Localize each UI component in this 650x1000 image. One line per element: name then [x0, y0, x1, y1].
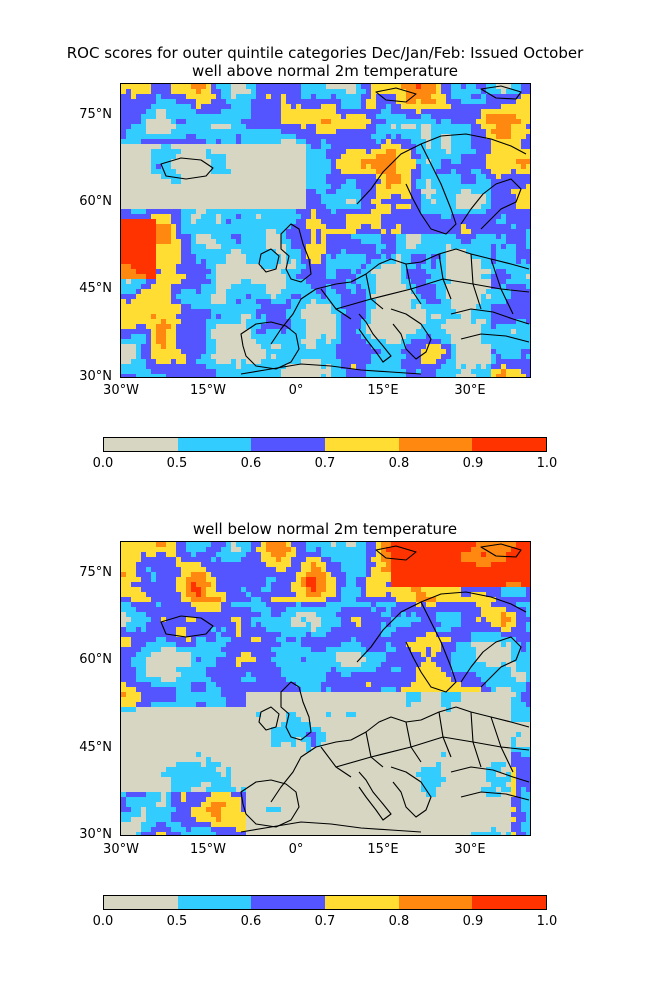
- colorbar-seg: [325, 896, 399, 909]
- lon-tick-15e: 15°E: [367, 383, 399, 398]
- lat-tick-45n: 45°N: [79, 281, 112, 296]
- lat-tick-30n: 30°N: [79, 369, 112, 384]
- panel-1-subtitle: well above normal 2m temperature: [192, 62, 458, 80]
- colorbar-1: [103, 437, 547, 452]
- colorbar-seg: [177, 896, 252, 909]
- lon-tick-15w: 15°W: [190, 383, 226, 398]
- colorbar-seg: [398, 438, 473, 451]
- colorbar-tick: 1.0: [536, 456, 558, 471]
- lon-tick-30e: 30°E: [454, 383, 486, 398]
- colorbar-seg: [472, 438, 547, 451]
- colorbar-seg: [251, 896, 326, 909]
- lat-tick-45n: 45°N: [79, 740, 112, 755]
- lon-tick-30e: 30°E: [454, 842, 486, 857]
- lat-tick-75n: 75°N: [79, 107, 112, 122]
- colorbar-seg: [398, 896, 473, 909]
- lon-tick-30w: 30°W: [103, 842, 139, 857]
- colorbar-tick: 1.0: [536, 914, 558, 929]
- page-title: ROC scores for outer quintile categories…: [66, 44, 584, 62]
- lon-tick-0: 0°: [288, 383, 304, 398]
- colorbar-tick: 0.8: [388, 914, 410, 929]
- lat-tick-60n: 60°N: [79, 652, 112, 667]
- colorbar-tick: 0.6: [240, 914, 262, 929]
- roc-map-below: [121, 542, 530, 835]
- colorbar-tick: 0.0: [92, 456, 114, 471]
- colorbar-seg: [177, 438, 252, 451]
- map-panel-above-normal: [120, 83, 531, 378]
- lon-tick-15w: 15°W: [190, 842, 226, 857]
- lon-tick-30w: 30°W: [103, 383, 139, 398]
- lon-tick-15e: 15°E: [367, 842, 399, 857]
- colorbar-2: [103, 895, 547, 910]
- lat-tick-60n: 60°N: [79, 194, 112, 209]
- colorbar-tick: 0.5: [166, 914, 188, 929]
- colorbar-tick: 0.0: [92, 914, 114, 929]
- colorbar-seg: [104, 896, 178, 909]
- colorbar-tick: 0.9: [462, 456, 484, 471]
- colorbar-tick: 0.7: [314, 914, 336, 929]
- colorbar-seg: [251, 438, 326, 451]
- roc-map-above: [121, 84, 530, 377]
- colorbar-tick: 0.6: [240, 456, 262, 471]
- lon-tick-0: 0°: [288, 842, 304, 857]
- colorbar-tick: 0.9: [462, 914, 484, 929]
- panel-2-subtitle: well below normal 2m temperature: [192, 520, 458, 538]
- map-panel-below-normal: [120, 541, 531, 836]
- colorbar-seg: [472, 896, 547, 909]
- colorbar-seg: [104, 438, 178, 451]
- lat-tick-30n: 30°N: [79, 827, 112, 842]
- colorbar-tick: 0.7: [314, 456, 336, 471]
- colorbar-tick: 0.8: [388, 456, 410, 471]
- lat-tick-75n: 75°N: [79, 565, 112, 580]
- colorbar-tick: 0.5: [166, 456, 188, 471]
- colorbar-seg: [325, 438, 399, 451]
